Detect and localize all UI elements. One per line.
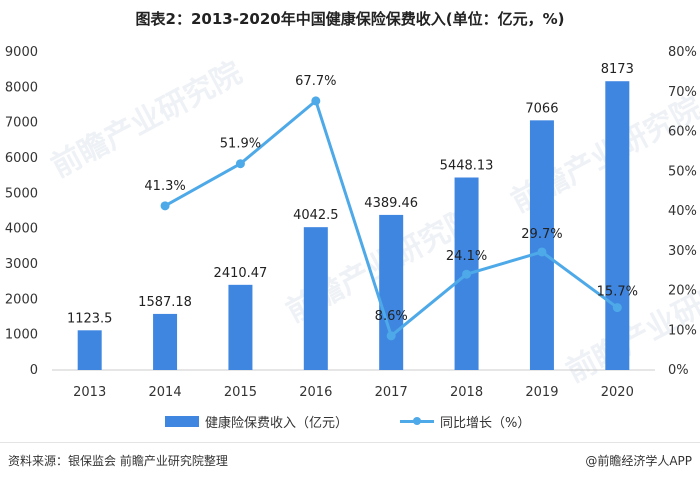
y-left-tick-label: 9000 xyxy=(5,45,38,60)
x-tick-label: 2020 xyxy=(601,385,634,400)
x-tick-label: 2016 xyxy=(299,385,332,400)
chart-title: 图表2：2013-2020年中国健康保险保费收入(单位：亿元，%) xyxy=(135,10,565,28)
x-tick-label: 2015 xyxy=(224,385,257,400)
bar-value-label: 1587.18 xyxy=(138,295,192,310)
bar xyxy=(153,313,178,370)
y-right-tick-label: 0% xyxy=(668,363,689,378)
bar-value-label: 5448.13 xyxy=(440,158,494,173)
legend-line-swatch xyxy=(400,416,434,425)
legend-bar-swatch xyxy=(165,415,199,427)
growth-value-label: 29.7% xyxy=(521,227,562,242)
y-right-tick-label: 70% xyxy=(668,85,697,100)
bar-value-label: 4389.46 xyxy=(364,196,418,211)
growth-point xyxy=(311,96,321,106)
growth-value-label: 51.9% xyxy=(220,137,261,152)
growth-point xyxy=(537,247,547,257)
y-left-tick-label: 0 xyxy=(30,363,38,378)
bar-value-label: 2410.47 xyxy=(214,266,268,281)
legend-item-bar: 健康险保费收入（亿元） xyxy=(165,410,348,432)
y-right-tick-label: 30% xyxy=(668,244,697,259)
y-right-tick-label: 40% xyxy=(668,204,697,219)
growth-point xyxy=(386,331,396,341)
growth-value-label: 41.3% xyxy=(144,179,185,194)
y-right-tick-label: 60% xyxy=(668,125,697,140)
growth-value-label: 67.7% xyxy=(295,74,336,89)
growth-value-label: 15.7% xyxy=(597,285,638,300)
source-note: 资料来源：银保监会 前瞻产业研究院整理 xyxy=(8,454,228,468)
y-right-tick-label: 20% xyxy=(668,284,697,299)
growth-point xyxy=(612,303,622,313)
growth-point xyxy=(160,201,170,211)
bar-value-label: 4042.5 xyxy=(293,208,339,223)
chart-legend: 健康险保费收入（亿元） 同比增长（%） xyxy=(0,410,700,432)
legend-label-bar: 健康险保费收入（亿元） xyxy=(205,415,349,431)
growth-point xyxy=(235,159,245,169)
x-tick-label: 2018 xyxy=(450,385,483,400)
y-left-tick-label: 4000 xyxy=(5,222,38,237)
y-left-tick-label: 7000 xyxy=(5,116,38,131)
x-tick-label: 2017 xyxy=(375,385,408,400)
x-tick-label: 2013 xyxy=(73,385,106,400)
y-left-tick-label: 3000 xyxy=(5,257,38,272)
growth-point xyxy=(462,269,472,279)
growth-value-label: 24.1% xyxy=(446,249,487,264)
footer-divider xyxy=(0,442,700,443)
legend-label-line: 同比增长（%） xyxy=(440,415,531,431)
legend-item-line: 同比增长（%） xyxy=(400,410,530,432)
bar xyxy=(77,330,102,370)
x-tick-label: 2019 xyxy=(525,385,558,400)
growth-value-label: 8.6% xyxy=(375,309,408,324)
bar-value-label: 7066 xyxy=(525,101,558,116)
chart-area: 0 1000 2000 3000 4000 5000 6000 7000 8000 9000 0% 1… xyxy=(5,45,697,400)
bar xyxy=(529,120,554,371)
y-left-tick-label: 2000 xyxy=(5,292,38,307)
bar-value-label: 1123.5 xyxy=(67,311,113,326)
y-right-tick-label: 80% xyxy=(668,45,697,60)
bar xyxy=(605,81,630,370)
y-left-tick-label: 5000 xyxy=(5,186,38,201)
bar xyxy=(228,284,253,370)
x-tick-label: 2014 xyxy=(149,385,182,400)
brand-note: @前瞻经济学人APP xyxy=(585,454,692,468)
y-left-tick-label: 8000 xyxy=(5,80,38,95)
bar xyxy=(303,227,328,370)
y-left-tick-label: 1000 xyxy=(5,328,38,343)
bar xyxy=(379,214,404,370)
y-right-tick-label: 10% xyxy=(668,323,697,338)
y-right-tick-label: 50% xyxy=(668,164,697,179)
bar-value-label: 8173 xyxy=(601,62,634,77)
y-left-tick-label: 6000 xyxy=(5,151,38,166)
